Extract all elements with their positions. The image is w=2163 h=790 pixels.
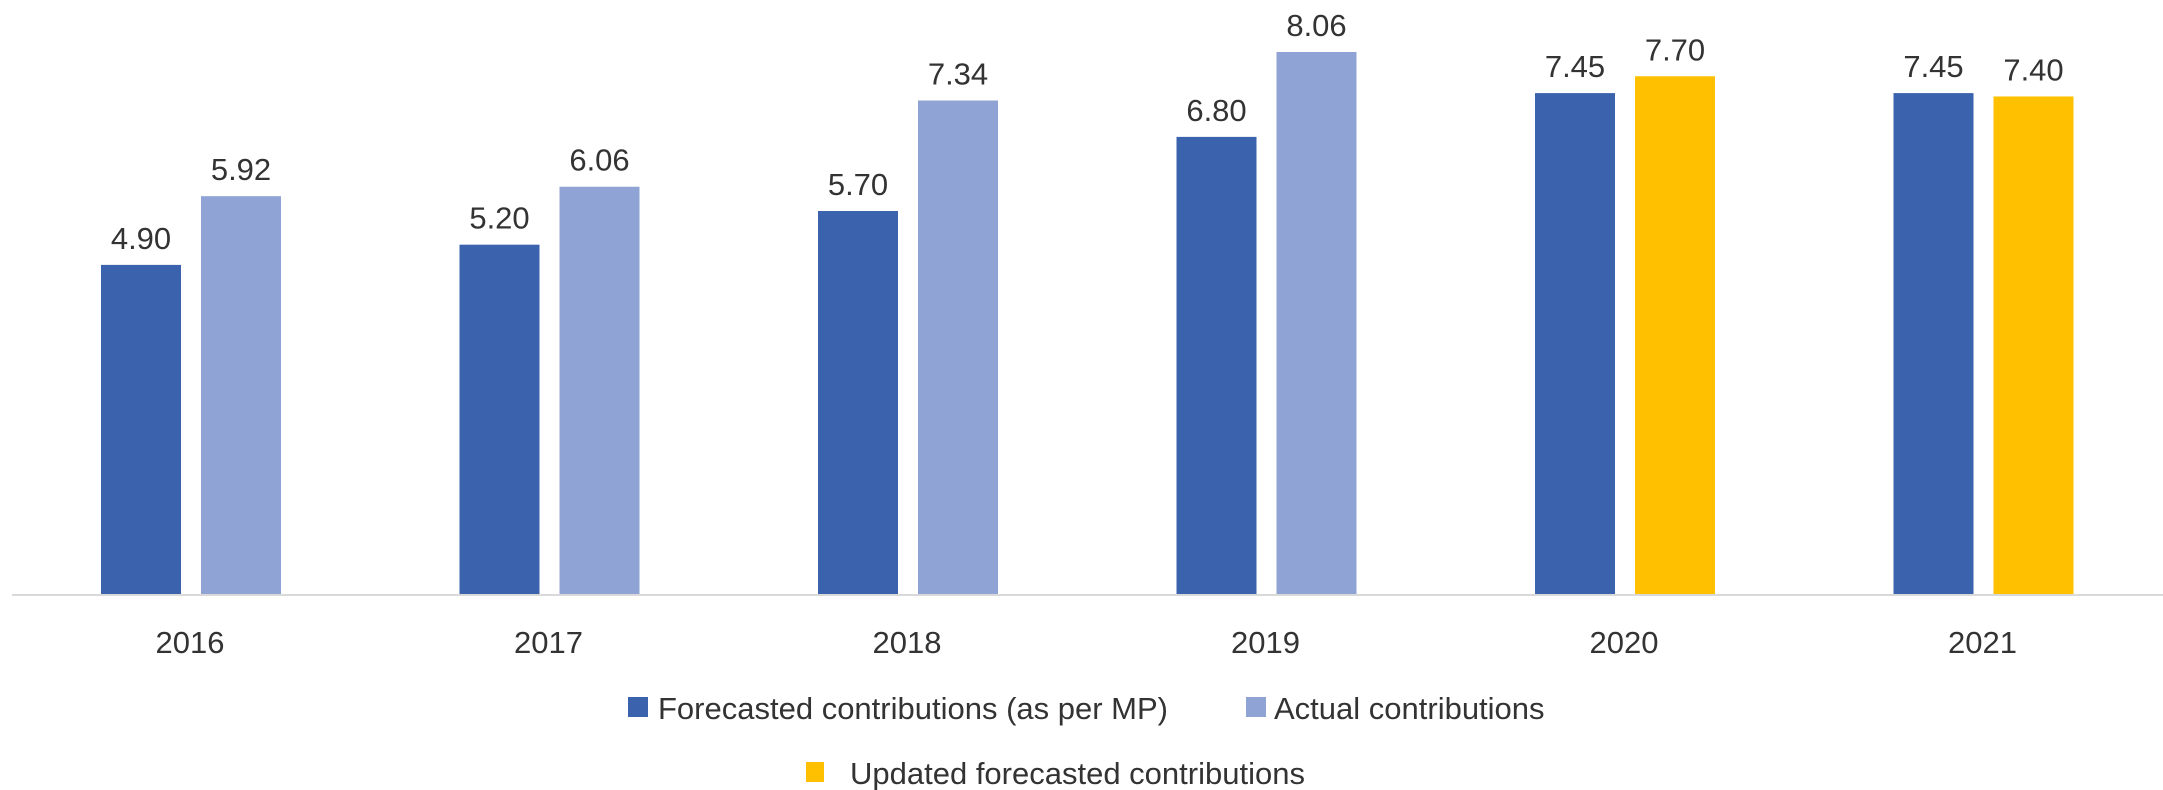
bar-updated-forecasted-2021: [1993, 96, 2074, 595]
data-label-actual-2016: 5.92: [211, 152, 271, 187]
bar-actual-2016: [201, 196, 281, 596]
legend-swatch-updated-forecasted: [806, 762, 824, 782]
data-label-forecasted-2016: 4.90: [111, 221, 171, 256]
data-label-updated-forecasted-2020: 7.70: [1645, 32, 1705, 67]
x-axis-tick-labels: 2016 2017 2018 2019 2020 2021: [156, 625, 2017, 660]
bar-actual-2018: [918, 100, 998, 596]
data-label-forecasted-2020: 7.45: [1545, 49, 1605, 84]
data-label-actual-2019: 8.06: [1286, 8, 1346, 43]
bar-forecasted-2021: [1893, 93, 1974, 596]
chart-bars: [101, 52, 2074, 596]
legend-swatch-actual: [1246, 697, 1266, 717]
data-label-actual-2018: 7.34: [928, 57, 988, 92]
bar-forecasted-2016: [101, 264, 181, 595]
data-label-updated-forecasted-2021: 7.40: [2003, 52, 2063, 87]
legend-label-updated-forecasted: Updated forecasted contributions: [850, 756, 1305, 790]
bar-forecasted-2019: [1176, 136, 1257, 595]
data-label-forecasted-2019: 6.80: [1186, 93, 1246, 128]
data-label-forecasted-2017: 5.20: [469, 201, 529, 236]
x-tick-label-2020: 2020: [1590, 625, 1659, 660]
bar-forecasted-2017: [459, 244, 540, 595]
bar-actual-2017: [559, 186, 640, 596]
x-tick-label-2021: 2021: [1948, 625, 2017, 660]
legend-label-actual: Actual contributions: [1274, 691, 1545, 726]
data-label-forecasted-2018: 5.70: [828, 167, 888, 202]
data-label-forecasted-2021: 7.45: [1903, 49, 1963, 84]
bar-updated-forecasted-2020: [1635, 76, 1715, 595]
legend-label-forecasted: Forecasted contributions (as per MP): [658, 691, 1168, 726]
x-tick-label-2017: 2017: [514, 625, 583, 660]
x-tick-label-2019: 2019: [1231, 625, 1300, 660]
bar-actual-2019: [1276, 52, 1357, 595]
data-label-actual-2017: 6.06: [569, 143, 629, 178]
x-tick-label-2016: 2016: [156, 625, 225, 660]
legend-swatch-forecasted: [628, 697, 648, 717]
bar-forecasted-2020: [1535, 93, 1615, 596]
x-tick-label-2018: 2018: [873, 625, 942, 660]
chart-data-labels: 4.90 5.92 5.20 6.06 5.70 7.34 6.80 8.06 7.45 7.70…: [111, 8, 2064, 256]
bar-forecasted-2018: [818, 210, 898, 595]
chart-legend: Forecasted contributions (as per MP) Act…: [628, 691, 1545, 790]
